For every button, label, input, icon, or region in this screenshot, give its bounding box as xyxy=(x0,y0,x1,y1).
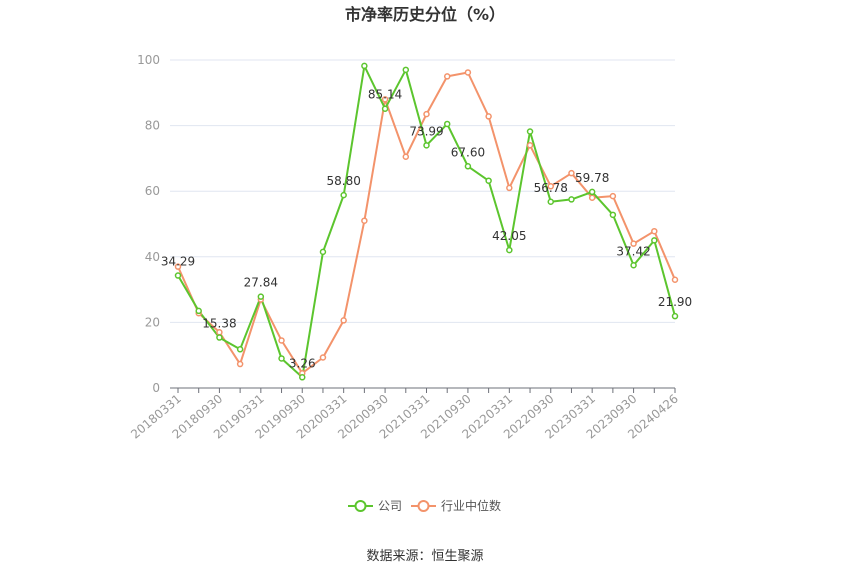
data-label: 34.29 xyxy=(161,255,195,269)
data-label: 27.84 xyxy=(244,276,278,290)
legend-item-industry-median[interactable]: 行业中位数 xyxy=(411,498,501,513)
data-label: 56.78 xyxy=(534,181,568,195)
data-point xyxy=(319,248,327,256)
source-note: 数据来源：恒生聚源 xyxy=(366,549,483,564)
data-point xyxy=(506,184,513,192)
data-label: 3.26 xyxy=(289,356,316,370)
data-point xyxy=(671,276,679,284)
y-axis: 0 20 40 60 80 100 xyxy=(137,53,160,395)
data-point xyxy=(402,66,410,74)
x-axis: 2018033120180930201903312019093020200331… xyxy=(128,387,681,442)
y-tick-label: 80 xyxy=(145,119,160,133)
data-point xyxy=(547,198,554,206)
y-tick-label: 40 xyxy=(145,250,160,264)
data-point xyxy=(526,142,534,149)
series-line-industry-median xyxy=(177,71,676,375)
y-tick-label: 60 xyxy=(145,184,160,198)
data-point xyxy=(671,312,679,320)
data-label: 73.99 xyxy=(409,124,443,138)
data-point xyxy=(174,272,182,279)
data-point xyxy=(402,153,410,161)
legend-label: 公司 xyxy=(378,499,402,513)
data-point xyxy=(174,263,182,270)
data-point xyxy=(443,120,451,128)
data-point xyxy=(568,196,575,203)
data-point xyxy=(340,191,347,199)
data-point xyxy=(588,194,596,202)
legend-item-company[interactable]: 公司 xyxy=(348,499,402,513)
data-point xyxy=(236,360,244,368)
data-point xyxy=(257,293,265,300)
data-point xyxy=(609,211,617,219)
data-point xyxy=(216,334,223,341)
data-point xyxy=(361,217,368,224)
data-point xyxy=(381,105,389,112)
data-point xyxy=(423,110,430,118)
data-point xyxy=(630,240,637,247)
data-point xyxy=(568,169,575,177)
data-point xyxy=(651,237,658,244)
chart-title: 市净率历史分位（%） xyxy=(345,5,505,24)
data-point xyxy=(526,128,534,135)
data-point xyxy=(381,96,389,103)
data-label: 15.38 xyxy=(202,317,236,331)
data-point xyxy=(547,183,554,190)
data-point xyxy=(443,73,451,80)
data-point xyxy=(236,346,244,353)
data-label: 37.42 xyxy=(616,244,650,258)
data-point xyxy=(588,188,596,196)
legend[interactable]: 公司 行业中位数 xyxy=(348,498,501,513)
data-label: 67.60 xyxy=(451,145,485,159)
data-label: 21.90 xyxy=(658,295,692,309)
data-point xyxy=(651,227,658,235)
legend-marker xyxy=(354,500,367,512)
data-point xyxy=(195,307,202,315)
data-label: 59.78 xyxy=(575,171,609,185)
data-point xyxy=(340,317,347,324)
data-label: 42.05 xyxy=(492,229,526,243)
data-point xyxy=(361,62,368,70)
data-point xyxy=(609,192,617,200)
legend-marker xyxy=(417,500,430,512)
data-label: 85.14 xyxy=(368,88,402,102)
data-point xyxy=(278,337,285,344)
data-point xyxy=(464,163,472,170)
series-points xyxy=(174,62,679,381)
grid xyxy=(170,59,675,323)
y-tick-label: 20 xyxy=(145,315,160,329)
y-tick-label: 0 xyxy=(152,381,160,395)
y-tick-label: 100 xyxy=(137,53,160,67)
data-point xyxy=(485,177,492,184)
data-label: 58.80 xyxy=(326,174,360,188)
data-point xyxy=(278,355,285,362)
data-labels: 34.29 15.38 27.84 3.26 58.80 85.14 73.99 67.60 4… xyxy=(161,88,692,371)
data-point xyxy=(506,246,513,254)
data-point xyxy=(464,69,472,76)
data-point xyxy=(485,113,492,120)
data-point xyxy=(423,142,430,149)
data-point xyxy=(299,374,306,381)
data-point xyxy=(319,354,327,361)
data-point xyxy=(630,262,637,269)
legend-label: 行业中位数 xyxy=(441,498,501,513)
